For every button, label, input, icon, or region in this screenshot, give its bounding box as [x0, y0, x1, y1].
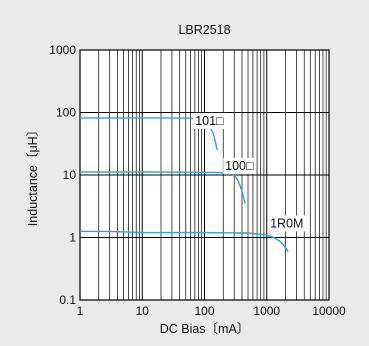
x-tick-label: 1000: [253, 304, 280, 318]
series-line: [80, 230, 289, 252]
series-label: 101□: [195, 114, 224, 128]
plot-frame: [79, 49, 330, 301]
series-label: 100□: [225, 159, 254, 173]
chart-title: LBR2518: [178, 23, 230, 37]
x-axis-label: DC Bias〔mA〕: [160, 322, 250, 336]
y-tick-label: 1: [69, 231, 76, 245]
x-tick-label: 1: [77, 304, 84, 318]
x-tick-label: 10: [136, 304, 150, 318]
series-label: 1R0M: [270, 216, 303, 230]
series-label-background: [223, 157, 257, 174]
x-tick-label: 100: [194, 304, 214, 318]
y-tick-label: 0.1: [59, 293, 76, 307]
x-tick-label: 10000: [312, 304, 346, 318]
y-tick-label: 100: [56, 106, 76, 120]
y-axis-label: Inductance〔μH〕: [26, 124, 40, 226]
series-label-background: [193, 112, 227, 129]
series-labels: 101□ 100□ 1R0M: [193, 112, 306, 232]
y-tick-labels: 0.1 1 10 100 1000: [49, 43, 76, 307]
series-label-background: [268, 215, 306, 232]
y-tick-label: 1000: [49, 43, 76, 57]
x-tick-labels: 1 10 100 1000 10000: [77, 304, 346, 318]
y-tick-label: 10: [63, 168, 77, 182]
